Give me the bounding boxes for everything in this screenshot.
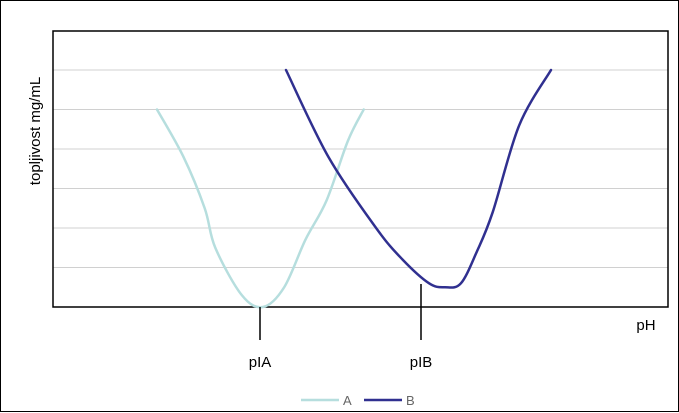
y-axis-label: topljivost mg/mL <box>27 77 44 185</box>
grid-lines <box>53 69 668 268</box>
series-line-b <box>284 68 553 289</box>
x-axis-label: pH <box>636 317 655 334</box>
pia-marker-label: pIA <box>249 354 272 371</box>
pib-marker-label: pIB <box>410 354 433 371</box>
plot-area <box>52 30 669 308</box>
series-lines <box>155 68 553 309</box>
legend-label-a: A <box>343 393 352 408</box>
series-line-a <box>155 108 365 309</box>
legend-label-b: B <box>406 393 415 408</box>
